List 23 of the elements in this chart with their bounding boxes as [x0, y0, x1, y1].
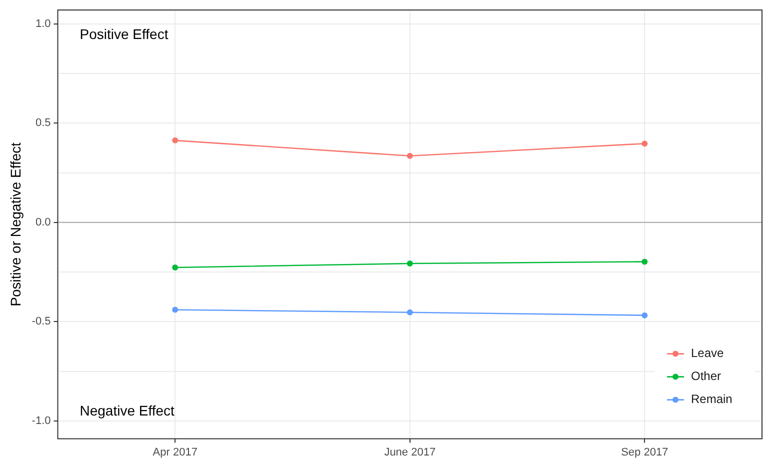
- point: [172, 137, 178, 144]
- x-tick-label: Sep 2017: [621, 446, 668, 458]
- y-axis-title: Positive or Negative Effect: [7, 142, 24, 306]
- point: [642, 258, 648, 265]
- legend-label: Remain: [691, 392, 732, 406]
- point: [406, 152, 413, 159]
- annotation: Negative Effect: [80, 402, 175, 419]
- y-tick-label: 0.5: [35, 117, 51, 130]
- point: [406, 309, 413, 316]
- y-tick-label: 0.0: [35, 216, 51, 228]
- y-tick-label: -0.5: [32, 316, 51, 328]
- point: [406, 260, 413, 267]
- legend-label: Other: [691, 369, 722, 384]
- point: [172, 264, 178, 270]
- annotation: Positive Effect: [80, 26, 168, 42]
- y-tick-label: -1.0: [32, 414, 51, 427]
- x-tick-label: June 2017: [384, 446, 436, 458]
- point: [172, 306, 178, 313]
- legend-label: Leave: [691, 346, 724, 360]
- x-tick-label: Apr 2017: [152, 446, 198, 458]
- point: [642, 140, 648, 147]
- y-tick-label: 1.0: [35, 18, 51, 30]
- point: [642, 312, 648, 318]
